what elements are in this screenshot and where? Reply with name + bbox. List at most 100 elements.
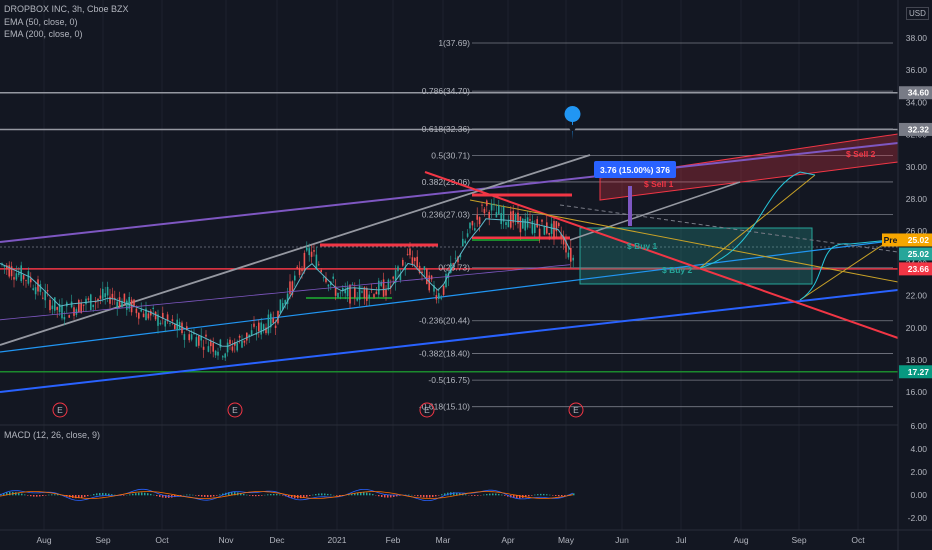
purple-trendline xyxy=(0,142,899,243)
macd-histogram-bar xyxy=(207,495,209,498)
ema200-legend[interactable]: EMA (200, close, 0) xyxy=(4,29,83,39)
measure-box xyxy=(594,161,676,178)
earnings-marker-circle xyxy=(227,402,243,418)
x-tick-label: Dec xyxy=(269,535,285,545)
candle-body xyxy=(507,220,510,228)
macd-histogram-bar xyxy=(555,495,557,496)
candle-body xyxy=(433,285,435,292)
buy2-label: $ Buy 2 xyxy=(662,265,693,275)
macd-histogram-bar xyxy=(519,495,521,499)
candle-body xyxy=(416,256,418,267)
earnings-marker-label: E xyxy=(573,405,579,415)
candle-body xyxy=(224,353,226,358)
yellow-trendline xyxy=(469,199,899,283)
candle-body xyxy=(128,296,130,309)
macd-histogram-bar xyxy=(273,493,275,496)
candle-body xyxy=(152,307,154,309)
candle-body xyxy=(318,264,320,266)
candle-body xyxy=(289,281,291,294)
grey-trendline-2 xyxy=(569,181,741,241)
macd-histogram-bar xyxy=(135,493,137,496)
currency-label[interactable]: USD xyxy=(906,7,929,20)
macd-histogram-bar xyxy=(570,494,572,496)
candle-body xyxy=(78,300,80,313)
candle-body xyxy=(166,314,169,322)
candle-body xyxy=(558,223,560,227)
candle-body xyxy=(181,322,183,334)
x-tick-label: Aug xyxy=(36,535,51,545)
price-badge xyxy=(899,365,932,379)
macd-histogram-bar xyxy=(498,493,500,496)
candle-body xyxy=(241,340,243,348)
candle-body xyxy=(25,280,27,282)
macd-histogram-bar xyxy=(330,494,332,496)
candle-body xyxy=(517,212,519,224)
macd-histogram-bar xyxy=(21,493,23,496)
candle-body xyxy=(145,308,147,321)
candle-body xyxy=(536,219,538,228)
candle-body xyxy=(306,247,308,251)
macd-histogram-bar xyxy=(219,494,221,496)
macd-histogram-bar xyxy=(396,495,398,497)
macd-histogram-bar xyxy=(30,495,32,497)
candle-body xyxy=(358,285,361,300)
candle-body xyxy=(106,286,109,296)
macd-histogram-bar xyxy=(471,495,473,496)
candle-body xyxy=(8,265,10,277)
candle-body xyxy=(392,276,394,279)
macd-histogram-bar xyxy=(255,495,257,497)
fib-level-label: 0(23.73) xyxy=(438,263,470,273)
candle-body xyxy=(248,334,250,337)
candle-body xyxy=(186,326,188,331)
x-tick-label: Oct xyxy=(155,535,169,545)
candle-body xyxy=(502,206,505,222)
candle-body xyxy=(126,300,128,310)
x-tick-label: Feb xyxy=(386,535,401,545)
candle-body xyxy=(469,222,471,229)
candle-body xyxy=(488,211,490,219)
macd-histogram-bar xyxy=(258,495,260,497)
projection-arrow-1 xyxy=(699,174,816,269)
macd-line xyxy=(0,488,574,501)
macd-histogram-bar xyxy=(234,492,236,496)
measure-bar xyxy=(628,186,632,226)
macd-histogram-bar xyxy=(81,495,83,498)
x-tick-label: Apr xyxy=(501,535,514,545)
candle-body xyxy=(267,314,270,334)
candle-body xyxy=(334,286,337,296)
macd-histogram-bar xyxy=(300,495,302,499)
price-badge xyxy=(899,122,932,136)
candle-body xyxy=(6,265,8,269)
candle-body xyxy=(368,294,370,299)
macd-histogram-bar xyxy=(492,493,494,496)
candle-body xyxy=(279,299,282,314)
macd-histogram-bar xyxy=(180,495,182,496)
candle-body xyxy=(270,313,272,328)
macd-histogram-bar xyxy=(186,494,188,496)
candle-body xyxy=(222,356,224,358)
macd-histogram-bar xyxy=(384,495,386,498)
x-tick-label: Mar xyxy=(436,535,451,545)
candle-body xyxy=(531,220,534,234)
candle-body xyxy=(524,218,526,231)
macd-histogram-bar xyxy=(267,494,269,496)
macd-histogram-bar xyxy=(540,493,542,496)
macd-histogram-bar xyxy=(372,494,374,496)
candle-body xyxy=(34,287,37,295)
macd-histogram-bar xyxy=(252,495,254,497)
macd-legend[interactable]: MACD (12, 26, close, 9) xyxy=(4,430,101,440)
candle-body xyxy=(255,333,258,335)
ema50-legend[interactable]: EMA (50, close, 0) xyxy=(4,17,78,27)
candle-body xyxy=(214,350,217,356)
candle-body xyxy=(478,217,481,225)
candle-body xyxy=(94,301,97,303)
candle-body xyxy=(68,315,70,318)
x-tick-label: Jul xyxy=(676,535,687,545)
candle-body xyxy=(147,313,150,319)
candle-body xyxy=(387,279,390,290)
fib-level-label: -0.236(20.44) xyxy=(419,316,470,326)
candle-body xyxy=(435,295,438,300)
x-tick-label: May xyxy=(558,535,575,545)
candle-body xyxy=(298,267,301,276)
